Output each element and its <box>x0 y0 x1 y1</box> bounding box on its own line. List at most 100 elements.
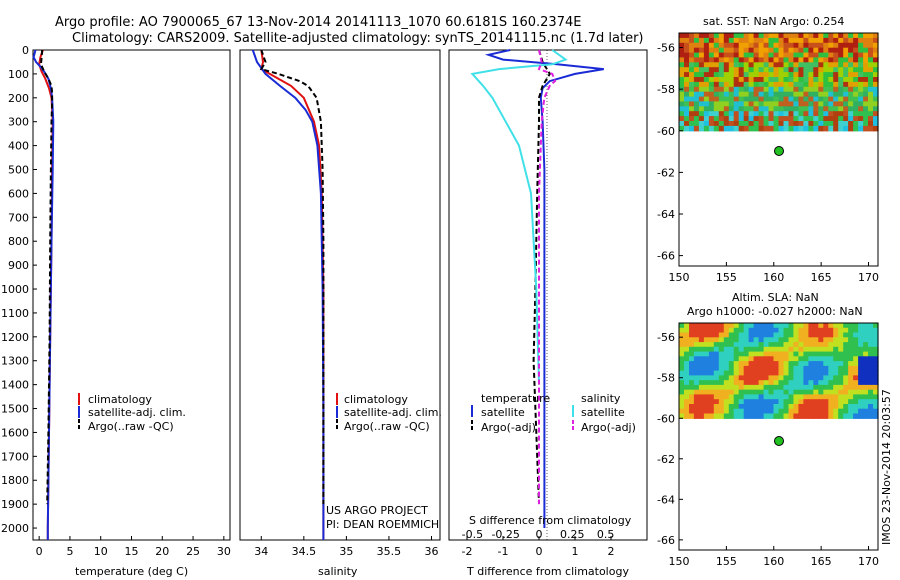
heat-cell <box>763 96 770 103</box>
heat-cell <box>758 42 765 49</box>
heat-cell <box>684 101 690 107</box>
heat-cell <box>788 413 795 419</box>
heat-cell <box>793 47 799 54</box>
heat-cell <box>743 57 750 63</box>
heat-cell <box>848 394 854 400</box>
heat-cell <box>873 413 879 419</box>
heat-cell <box>853 394 859 400</box>
heat-cell <box>703 106 710 112</box>
heat-cell <box>848 116 854 122</box>
heat-cell <box>773 47 780 54</box>
heat-cell <box>723 380 730 386</box>
heat-cell <box>813 342 819 348</box>
heat-cell <box>798 380 804 386</box>
heat-cell <box>863 356 869 362</box>
legend-text-s-argo: Argo(-adj) <box>581 421 636 434</box>
heat-cell <box>743 361 750 367</box>
heat-cell <box>808 356 814 362</box>
heat-cell <box>728 42 735 49</box>
heat-cell <box>738 342 745 348</box>
heat-cell <box>763 384 770 391</box>
figure-title-line1: Argo profile: AO 7900065_67 13-Nov-2014 … <box>55 15 581 30</box>
heat-cell <box>848 72 854 78</box>
heat-cell <box>783 86 790 93</box>
heat-cell <box>853 408 859 415</box>
heat-cell <box>733 106 740 112</box>
heat-cell <box>808 96 814 103</box>
heat-cell <box>743 37 750 44</box>
heat-cell <box>783 404 790 410</box>
y-tick-label: -56 <box>657 331 675 344</box>
heat-cell <box>833 33 839 39</box>
heat-cell <box>679 408 685 415</box>
pi-note: PI: DEAN ROEMMICH <box>326 518 439 531</box>
heat-cell <box>698 394 705 400</box>
heat-cell <box>848 332 854 338</box>
heat-cell <box>748 111 755 117</box>
heat-cell <box>788 91 795 98</box>
heat-cell <box>808 413 814 419</box>
x-tick-label: 10 <box>94 545 108 558</box>
heat-cell <box>858 327 864 334</box>
heat-cell <box>843 86 849 93</box>
heat-cell <box>843 351 849 357</box>
heat-cell <box>858 346 864 353</box>
heat-cell <box>798 121 804 127</box>
heat-cell <box>723 77 730 83</box>
heat-cell <box>863 77 869 83</box>
heat-cell <box>743 399 750 405</box>
heat-cell <box>838 323 844 329</box>
heat-cell <box>793 370 799 376</box>
heat-cell <box>858 96 864 103</box>
heat-cell <box>793 106 799 112</box>
temperature-y-ticks: 0100200300400500600700800900100011001200… <box>1 44 37 535</box>
heat-cell <box>713 351 720 357</box>
heat-cell <box>708 337 715 343</box>
heat-cell <box>728 380 735 386</box>
heat-cell <box>873 323 879 329</box>
heat-cell <box>798 86 804 93</box>
heat-cell <box>693 116 700 122</box>
heat-cell <box>798 67 804 73</box>
heat-cell <box>743 86 750 93</box>
heat-cell <box>763 399 770 405</box>
heat-cell <box>723 361 730 367</box>
heat-cell <box>848 370 854 376</box>
heat-cell <box>713 33 720 39</box>
s-difference-label: S difference from climatology <box>469 514 632 527</box>
project-note: US ARGO PROJECT <box>326 504 428 517</box>
heat-cell <box>733 77 740 83</box>
heat-cell <box>793 62 799 68</box>
heat-cell <box>838 42 844 49</box>
heat-cell <box>868 91 874 98</box>
heat-cell <box>768 399 775 405</box>
argo-position-marker <box>774 436 784 446</box>
heat-cell <box>753 33 760 39</box>
x-tick-label: 155 <box>716 555 737 568</box>
heat-cell <box>783 332 790 338</box>
heat-cell <box>718 370 725 376</box>
heat-cell <box>713 52 720 59</box>
heat-cell <box>778 337 785 343</box>
heat-cell <box>689 96 695 103</box>
heat-cell <box>718 91 725 98</box>
heat-cell <box>758 33 765 39</box>
heat-cell <box>798 342 804 348</box>
heat-cell <box>773 408 780 415</box>
heat-cell <box>738 57 745 63</box>
heat-cell <box>803 42 809 49</box>
heat-cell <box>738 351 745 357</box>
heat-cell <box>728 404 735 410</box>
heat-cell <box>703 327 710 334</box>
heat-cell <box>758 356 765 362</box>
heat-cell <box>679 125 685 132</box>
heat-cell <box>858 408 864 415</box>
heat-cell <box>808 37 814 44</box>
heat-cell <box>788 72 795 78</box>
heat-cell <box>679 370 685 376</box>
heat-cell <box>684 111 690 117</box>
heat-cell <box>758 365 765 372</box>
heat-cell <box>833 380 839 386</box>
heat-cell <box>783 361 790 367</box>
heat-cell <box>868 361 874 367</box>
